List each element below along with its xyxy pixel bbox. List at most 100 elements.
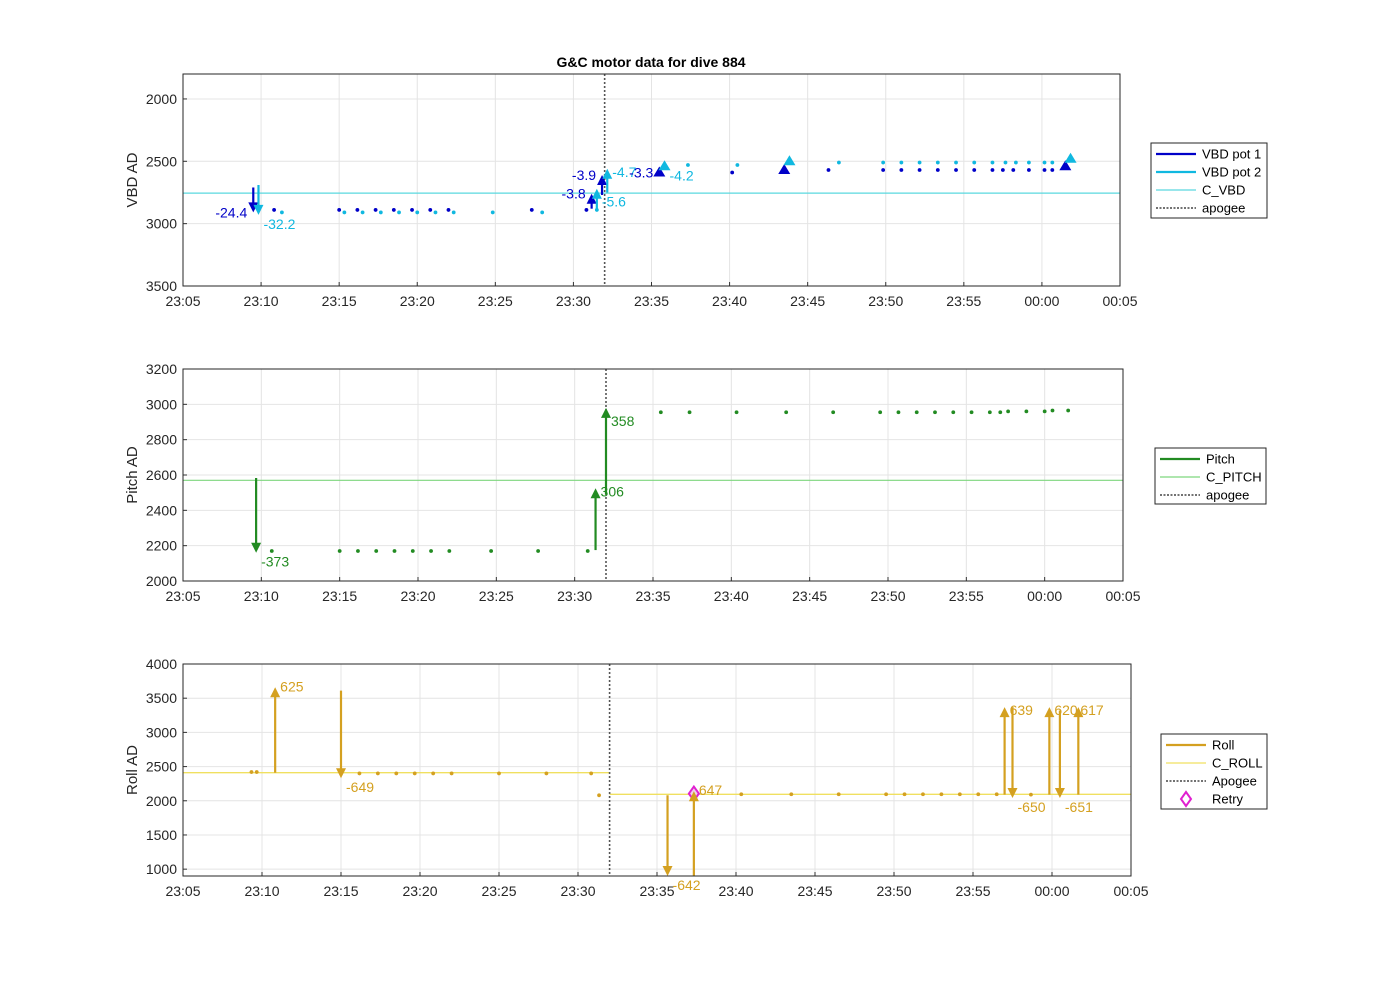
data-point (899, 168, 904, 172)
y-tick-label: 3500 (146, 278, 177, 294)
x-tick-label: 23:20 (400, 588, 435, 604)
move-arrow-head (253, 204, 264, 215)
figure-title: G&C motor data for dive 884 (556, 54, 745, 70)
y-tick-label: 3500 (146, 690, 177, 706)
data-point (1066, 408, 1071, 413)
x-tick-label: 00:05 (1102, 293, 1137, 309)
data-point (597, 793, 601, 798)
data-point (585, 549, 590, 553)
arrow-value-label: -373 (261, 554, 289, 570)
x-tick-label: 23:30 (560, 883, 595, 899)
x-tick-label: 23:50 (876, 883, 911, 899)
plots-group: 23:05 23:10 23:15 23:20 23:25 23:30 23:35 23:40… (124, 73, 1268, 899)
data-point (987, 410, 992, 415)
arrow-value-label: 358 (611, 413, 635, 429)
data-point (994, 792, 999, 797)
x-tick-label: 23:55 (949, 588, 984, 604)
data-point (881, 160, 886, 165)
data-point (269, 549, 274, 553)
data-point (954, 168, 958, 172)
data-point (1006, 409, 1011, 414)
x-tick-label: 00:00 (1027, 588, 1062, 604)
data-point (489, 549, 494, 553)
arrow-value-label: 306 (601, 483, 625, 499)
x-tick-label: 23:05 (165, 588, 200, 604)
x-tick-label: 23:30 (556, 293, 591, 309)
data-point (976, 792, 981, 797)
arrow-value-label: 639 (1010, 702, 1034, 718)
data-point (735, 163, 740, 167)
y-axis-label: Pitch AD (124, 446, 141, 504)
arrow-value-label: -3.9 (572, 167, 596, 183)
data-point (429, 549, 433, 553)
data-point (447, 549, 452, 553)
y-tick-label: 2200 (146, 538, 177, 554)
data-point (951, 410, 956, 415)
legend-label: C_ROLL (1212, 756, 1263, 771)
data-point (536, 549, 541, 553)
x-tick-label: 23:40 (714, 588, 749, 604)
y-tick-label: 2000 (146, 91, 177, 107)
legend-label: Apogee (1212, 774, 1257, 789)
move-arrow-head (586, 193, 597, 204)
data-marker-triangle (658, 160, 671, 171)
data-marker-triangle (1064, 152, 1077, 163)
legend-label: apogee (1202, 201, 1245, 216)
arrow-value-label: -24.4 (215, 204, 247, 220)
legend-swatch-diamond (1179, 790, 1193, 808)
data-point (394, 771, 399, 776)
data-marker-triangle (778, 164, 791, 175)
move-arrow-head (597, 175, 608, 186)
move-arrow-head (270, 687, 281, 698)
x-tick-label: 23:10 (244, 883, 279, 899)
data-point (990, 160, 995, 165)
move-arrow-head (999, 707, 1010, 718)
y-tick-label: 2500 (146, 759, 177, 775)
move-arrow-head (1073, 707, 1084, 718)
data-point (933, 410, 937, 415)
legend-box (1160, 733, 1268, 810)
x-tick-label: 23:15 (323, 883, 358, 899)
data-point (410, 208, 414, 212)
data-point (1042, 168, 1047, 172)
data-point (451, 210, 456, 215)
data-point (957, 792, 962, 797)
y-tick-label: 2800 (146, 432, 177, 448)
arrow-value-label: -3.3 (629, 165, 653, 181)
plot-frame (182, 663, 1132, 877)
data-point (878, 410, 883, 415)
y-tick-label: 2500 (146, 153, 177, 169)
panel-pitch: 23:05 23:10 23:15 23:20 23:25 23:30 23:35 23:40… (124, 361, 1267, 604)
y-tick-label: 2000 (146, 573, 177, 589)
x-tick-label: 23:20 (402, 883, 437, 899)
move-arrow-head (1007, 788, 1018, 799)
x-tick-label: 23:10 (244, 588, 279, 604)
data-point (914, 410, 919, 415)
data-point (921, 792, 925, 797)
arrow-value-label: 617 (1080, 702, 1104, 718)
move-arrow-head (1054, 788, 1065, 799)
data-point (342, 210, 347, 215)
data-point (355, 208, 360, 212)
x-tick-label: 23:40 (718, 883, 753, 899)
legend-label: apogee (1206, 488, 1249, 503)
data-point (687, 410, 692, 415)
data-point (826, 168, 831, 172)
data-point (375, 771, 380, 776)
x-tick-label: 23:25 (481, 883, 516, 899)
data-point (373, 208, 378, 212)
data-point (431, 771, 436, 776)
data-point (939, 792, 944, 797)
x-tick-label: 23:50 (868, 293, 903, 309)
data-point (917, 160, 922, 165)
data-point (497, 771, 501, 776)
y-tick-label: 3200 (146, 361, 177, 377)
data-point (972, 168, 977, 172)
data-point (896, 410, 901, 415)
arrow-value-label: -4.7 (612, 164, 636, 180)
y-tick-label: 3000 (146, 216, 177, 232)
data-point (337, 208, 342, 212)
move-arrow-head (601, 407, 611, 418)
data-point (410, 549, 415, 553)
y-tick-label: 3000 (146, 724, 177, 740)
